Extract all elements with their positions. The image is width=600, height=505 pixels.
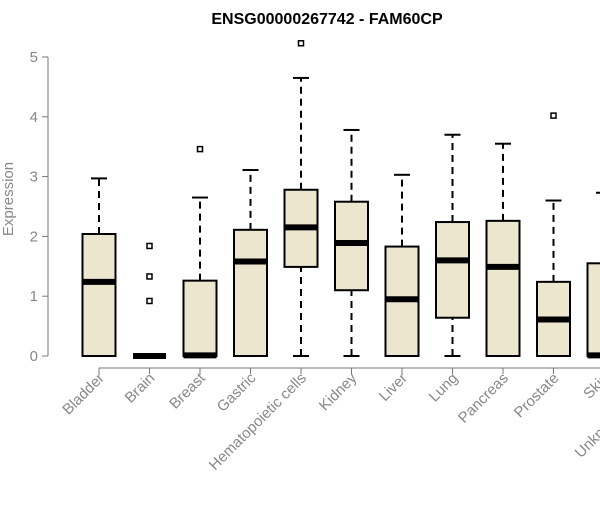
box-skin xyxy=(588,193,600,356)
chart-title: ENSG00000267742 - FAM60CP xyxy=(211,11,443,28)
boxes-layer xyxy=(83,41,600,356)
box-liver xyxy=(386,175,419,356)
box-iqr xyxy=(436,222,469,318)
box-lung xyxy=(436,135,469,356)
y-tick-label: 3 xyxy=(30,169,38,186)
outlier-point xyxy=(147,274,152,279)
box-bladder xyxy=(83,178,116,356)
y-axis-label: Expression xyxy=(0,162,17,236)
box-gastric xyxy=(234,170,267,356)
x-tick-label: Hematopoietic cells xyxy=(206,370,310,474)
y-tick-label: 5 xyxy=(30,49,38,66)
outlier-point xyxy=(198,147,203,152)
box-iqr xyxy=(588,263,600,356)
box-iqr xyxy=(184,281,217,356)
outlier-point xyxy=(299,41,304,46)
x-tick-label: Bladder xyxy=(59,370,108,419)
box-prostate xyxy=(537,113,570,356)
box-kidney xyxy=(335,130,368,356)
x-tick-label: Pancreas xyxy=(455,370,512,427)
outlier-point xyxy=(551,113,556,118)
box-pancreas xyxy=(487,144,520,356)
x-tick-label: Liver xyxy=(376,370,411,405)
y-tick-label: 2 xyxy=(30,228,38,245)
y-tick-label: 0 xyxy=(30,348,38,365)
x-tick-label: Lung xyxy=(426,370,462,406)
x-tick-label: Brain xyxy=(122,370,159,407)
y-tick-label: 1 xyxy=(30,288,38,305)
box-iqr xyxy=(487,221,520,356)
box-iqr xyxy=(83,234,116,356)
x-tick-label: Skin xyxy=(580,370,600,403)
outlier-point xyxy=(147,298,152,303)
box-breast xyxy=(184,147,217,356)
x-tick-label: Gastric xyxy=(214,369,260,415)
x-tick-label: Prostate xyxy=(511,370,563,422)
x-tick-label: Kidney xyxy=(316,369,361,414)
box-brain xyxy=(133,243,166,356)
box-iqr xyxy=(234,230,267,356)
x-tick-label: Breast xyxy=(166,369,209,412)
outlier-point xyxy=(147,243,152,248)
box-hematopoietic-cells xyxy=(285,41,318,356)
y-tick-label: 4 xyxy=(30,109,38,126)
